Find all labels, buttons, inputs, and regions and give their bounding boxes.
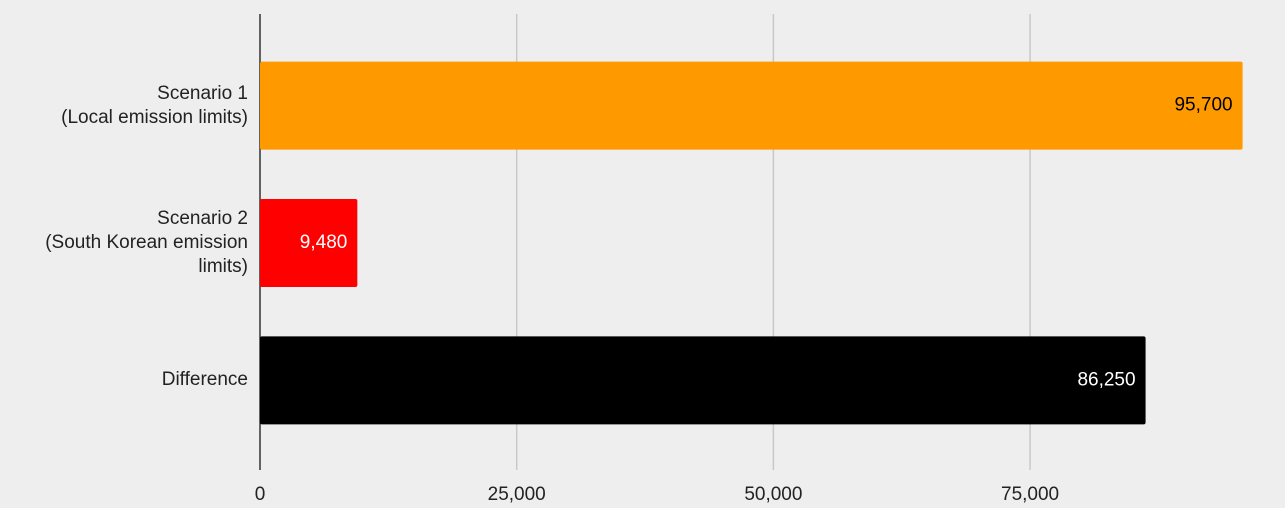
value-label: 86,250: [1077, 369, 1135, 390]
bar: [260, 61, 1243, 150]
value-label: 95,700: [1174, 95, 1232, 116]
x-tick-label: 75,000: [1001, 484, 1059, 505]
x-tick-label: 25,000: [488, 484, 546, 505]
x-tick-label: 0: [255, 484, 266, 505]
y-tick-label: Difference: [161, 369, 248, 391]
y-tick-label: Scenario 2 (South Korean emission limits…: [45, 208, 248, 277]
y-tick-label: Scenario 1 (Local emission limits): [61, 82, 248, 128]
value-label: 9,480: [300, 232, 348, 253]
x-tick-label: 50,000: [744, 484, 802, 505]
bar: [260, 336, 1146, 425]
bar: [260, 199, 358, 287]
